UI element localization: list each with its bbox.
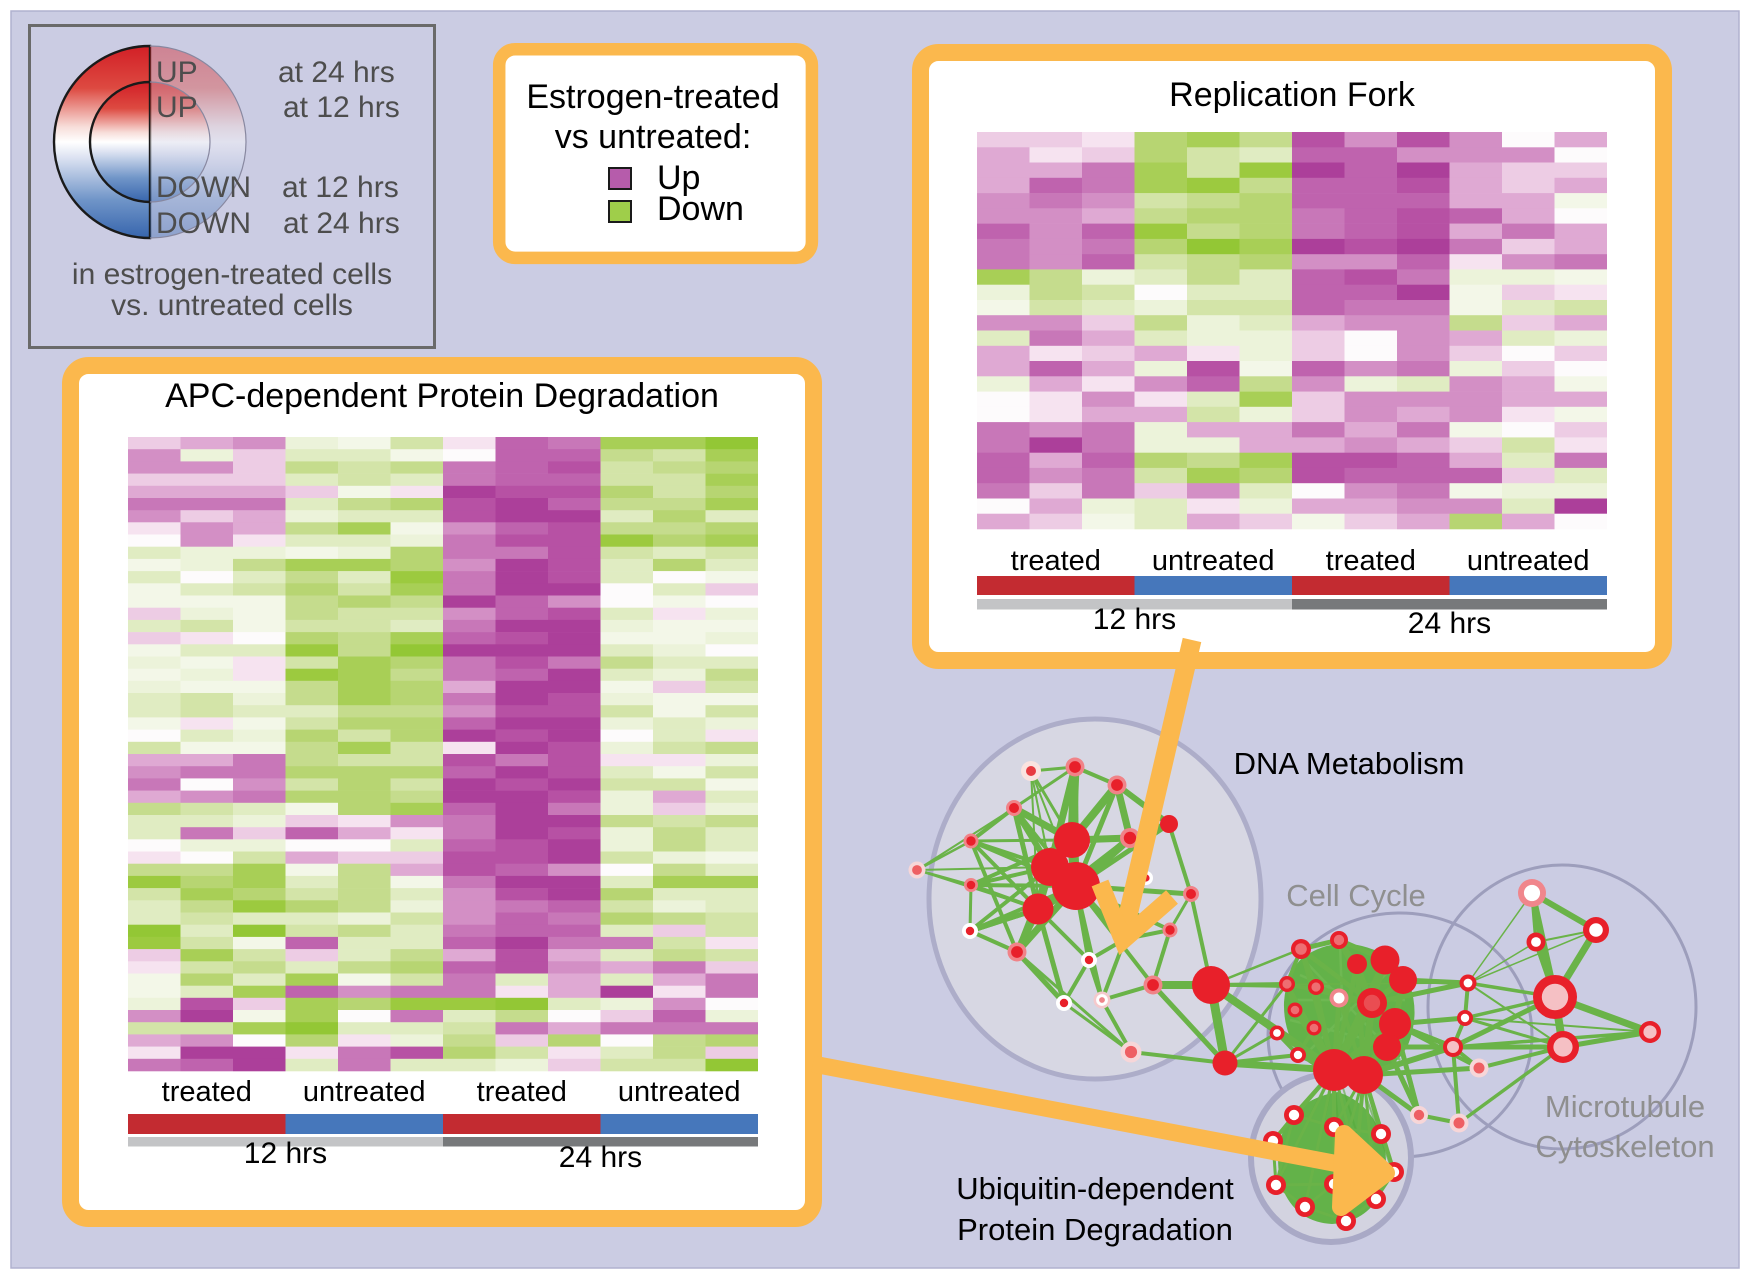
svg-text:Cytoskeleton: Cytoskeleton [1535, 1129, 1714, 1164]
svg-text:at 12 hrs: at 12 hrs [283, 91, 400, 124]
svg-text:in estrogen-treated cells: in estrogen-treated cells [72, 258, 392, 291]
svg-text:12 hrs: 12 hrs [1093, 603, 1176, 636]
svg-text:Down: Down [657, 190, 744, 228]
svg-text:treated: treated [1011, 545, 1101, 577]
svg-text:treated: treated [162, 1076, 252, 1108]
svg-text:Replication Fork: Replication Fork [1169, 76, 1416, 114]
svg-text:DOWN: DOWN [156, 207, 251, 240]
svg-text:Microtubule: Microtubule [1545, 1089, 1705, 1124]
svg-text:at 12 hrs: at 12 hrs [282, 171, 399, 204]
svg-text:UP: UP [156, 56, 198, 89]
svg-text:treated: treated [477, 1076, 567, 1108]
svg-text:vs. untreated cells: vs. untreated cells [111, 289, 353, 322]
svg-text:UP: UP [156, 91, 198, 124]
svg-text:at 24 hrs: at 24 hrs [278, 56, 395, 89]
svg-text:APC-dependent Protein Degradat: APC-dependent Protein Degradation [165, 377, 719, 415]
svg-text:DOWN: DOWN [156, 171, 251, 204]
svg-text:Protein Degradation: Protein Degradation [957, 1212, 1233, 1247]
svg-text:DNA Metabolism: DNA Metabolism [1234, 746, 1465, 781]
svg-text:Estrogen-treated: Estrogen-treated [526, 78, 779, 116]
svg-text:vs untreated:: vs untreated: [555, 118, 752, 156]
svg-text:at 24 hrs: at 24 hrs [283, 207, 400, 240]
svg-text:untreated: untreated [1152, 545, 1275, 577]
svg-text:untreated: untreated [1467, 545, 1590, 577]
svg-text:24 hrs: 24 hrs [1408, 607, 1491, 640]
svg-text:treated: treated [1326, 545, 1416, 577]
svg-text:12 hrs: 12 hrs [244, 1137, 327, 1170]
svg-text:untreated: untreated [618, 1076, 741, 1108]
svg-text:24 hrs: 24 hrs [559, 1141, 642, 1174]
svg-text:untreated: untreated [303, 1076, 426, 1108]
svg-text:Ubiquitin-dependent: Ubiquitin-dependent [956, 1171, 1234, 1206]
svg-text:Cell Cycle: Cell Cycle [1286, 878, 1426, 913]
svg-text:Up: Up [657, 159, 700, 197]
